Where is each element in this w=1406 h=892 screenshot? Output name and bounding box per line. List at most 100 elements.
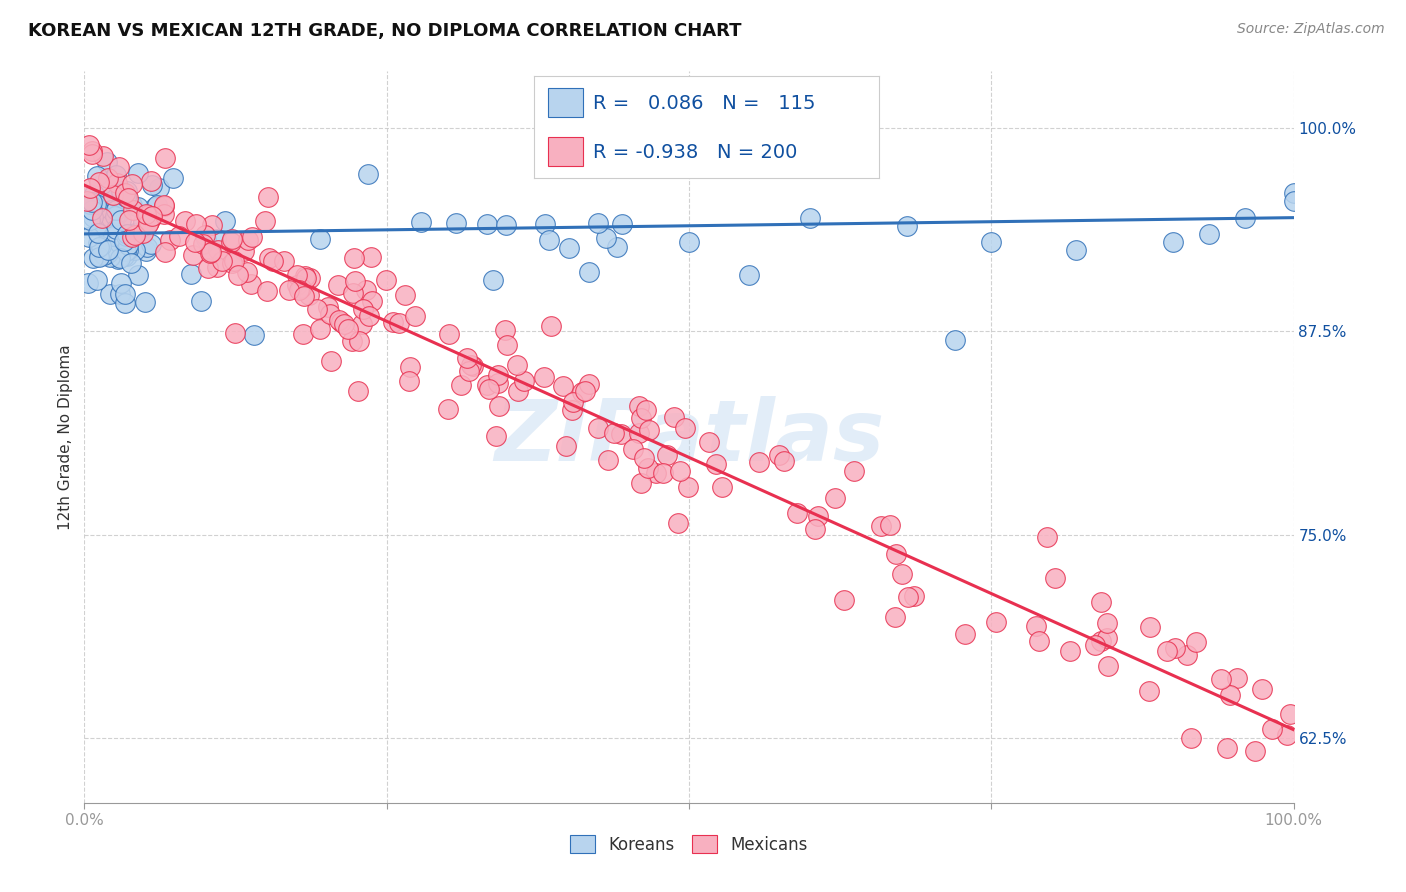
Point: [111, 191, 134, 205]
Point: [107, 161, 129, 175]
Point: [148, 181, 170, 195]
Point: [1282, 194, 1305, 209]
Point: [1282, 186, 1305, 201]
Point: [612, 217, 634, 231]
Point: [82, 252, 104, 266]
Point: [80, 145, 103, 159]
Point: [1275, 728, 1298, 742]
Point: [294, 268, 316, 283]
Point: [285, 277, 308, 292]
Point: [879, 518, 901, 533]
Point: [87, 250, 110, 264]
Point: [1139, 620, 1161, 634]
Point: [352, 301, 374, 316]
Point: [381, 316, 404, 330]
Point: [292, 288, 315, 302]
Point: [678, 235, 700, 249]
Point: [540, 318, 562, 333]
Point: [398, 360, 420, 375]
Point: [82, 147, 104, 161]
Point: [97, 171, 120, 186]
Point: [153, 197, 176, 211]
Point: [159, 233, 181, 247]
Point: [595, 231, 617, 245]
Point: [207, 244, 229, 258]
Point: [738, 268, 761, 282]
Point: [1097, 631, 1119, 645]
Point: [135, 240, 157, 254]
Point: [388, 316, 411, 330]
Point: [461, 359, 484, 373]
Point: [305, 302, 328, 317]
Point: [77, 137, 100, 152]
Point: [486, 368, 509, 382]
Point: [211, 254, 233, 268]
Point: [980, 235, 1002, 249]
Point: [1084, 638, 1107, 652]
Point: [107, 191, 129, 205]
Point: [243, 328, 266, 343]
Point: [668, 464, 690, 478]
Point: [141, 210, 163, 224]
Point: [346, 384, 368, 398]
Point: [494, 323, 516, 337]
Point: [135, 207, 157, 221]
Point: [357, 309, 380, 323]
Point: [562, 395, 585, 409]
Point: [117, 238, 139, 252]
Point: [710, 480, 733, 494]
Point: [588, 216, 610, 230]
Point: [214, 213, 236, 227]
Point: [551, 378, 574, 392]
Point: [328, 312, 350, 326]
Point: [100, 203, 122, 218]
Point: [870, 519, 893, 533]
Point: [1035, 530, 1057, 544]
Point: [79, 212, 101, 227]
Point: [97, 243, 120, 257]
Point: [120, 256, 142, 270]
Point: [107, 252, 129, 266]
Point: [259, 251, 281, 265]
Point: [804, 522, 827, 536]
Point: [666, 516, 689, 531]
Point: [508, 384, 530, 398]
Point: [486, 376, 509, 390]
Point: [488, 399, 510, 413]
Point: [87, 227, 110, 241]
Point: [239, 277, 262, 292]
Point: [162, 171, 184, 186]
Point: [124, 226, 146, 240]
Point: [333, 318, 356, 332]
Point: [256, 284, 278, 298]
Point: [98, 250, 121, 264]
Point: [1261, 723, 1284, 737]
Point: [139, 237, 162, 252]
Point: [87, 202, 110, 217]
Point: [621, 442, 644, 457]
Point: [340, 334, 363, 348]
Point: [186, 217, 208, 231]
Point: [578, 265, 600, 279]
Point: [513, 374, 536, 388]
Point: [309, 322, 332, 336]
Point: [437, 402, 460, 417]
Point: [394, 287, 416, 301]
Point: [1250, 682, 1272, 697]
Point: [132, 215, 155, 229]
Point: [884, 610, 907, 624]
Text: ZIPatlas: ZIPatlas: [494, 395, 884, 479]
Point: [79, 196, 101, 211]
Point: [152, 207, 174, 221]
Point: [298, 287, 321, 301]
Point: [637, 461, 659, 475]
Point: [375, 273, 398, 287]
Point: [352, 317, 374, 331]
Point: [1180, 731, 1202, 745]
Point: [98, 200, 121, 214]
Point: [117, 243, 139, 257]
Point: [82, 194, 104, 209]
Point: [673, 421, 696, 435]
Point: [181, 248, 204, 262]
Point: [190, 293, 212, 308]
